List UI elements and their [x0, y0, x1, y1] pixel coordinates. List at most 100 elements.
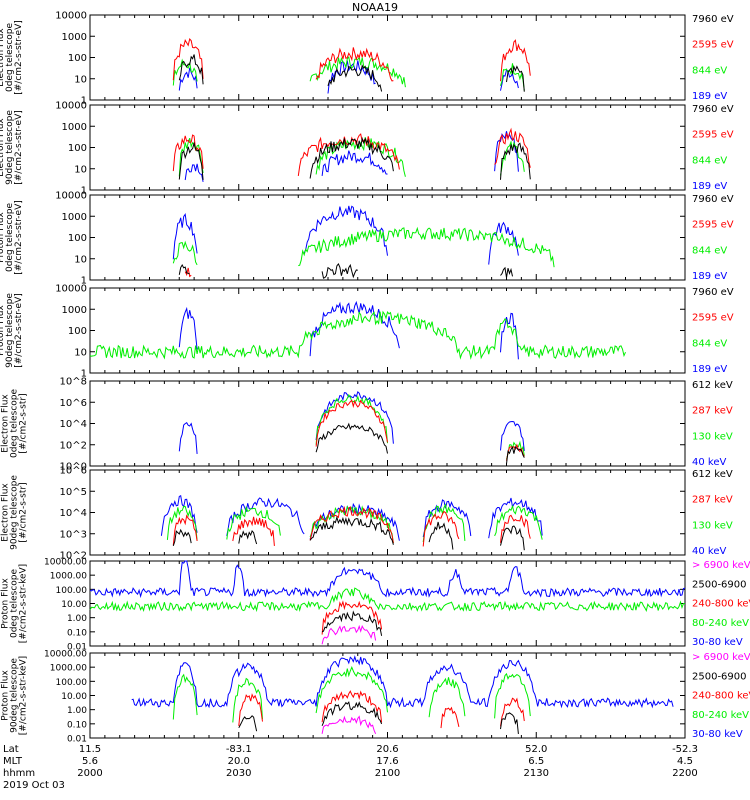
y-tick-label: 10^6 — [60, 398, 87, 409]
panel-8: 10000.00 1000.00 100.00 10.00 1.00 0.10 0.01 ME… — [0, 650, 750, 745]
y-tick-label: 10000 — [55, 101, 87, 112]
series-130-kev — [166, 503, 543, 544]
series-287-kev — [315, 399, 525, 461]
series-trace — [238, 701, 519, 734]
y-tick-label: 10 — [74, 254, 87, 265]
footer-lat-value: 11.5 — [79, 744, 101, 755]
series-844-ev — [172, 55, 525, 91]
y-axis-label-line: MEPED — [0, 588, 2, 620]
y-tick-label: 10^2 — [60, 440, 87, 451]
series-trace — [89, 310, 626, 360]
legend-entry: 189 eV — [692, 91, 727, 102]
legend-entry: > 6900 keV — [692, 560, 750, 571]
legend-entry: 2595 eV — [692, 130, 734, 141]
y-axis-label-line: 0deg telescope — [10, 389, 20, 459]
y-axis-label-line: MEPED — [0, 497, 2, 529]
series-30-80-kev — [89, 560, 686, 599]
legend-entry: 2500-6900 — [692, 579, 747, 590]
series-trace — [178, 60, 519, 94]
legend-entry: 2500-6900 — [692, 671, 747, 682]
y-axis-label: MEPEDProton Flux0deg telescope[#/cm2-s-s… — [0, 564, 29, 643]
legend-entry: 7960 eV — [692, 104, 734, 115]
footer-hhmm-value: 2000 — [77, 768, 102, 779]
footer-hhmm-value: 2200 — [672, 768, 697, 779]
footer-hhmm-value: 2030 — [226, 768, 251, 779]
legend-entry: 2595 eV — [692, 313, 734, 324]
legend-entry: 80-240 keV — [692, 710, 749, 721]
y-tick-label: 1000 — [62, 305, 87, 316]
series-trace — [172, 515, 525, 551]
series-612-kev — [172, 515, 525, 551]
series-trace — [321, 610, 383, 636]
y-axis-label: MEPEDElectron Flux0deg telescope[#/cm2-s… — [0, 389, 29, 459]
y-axis-label-line: Proton Flux — [1, 578, 11, 629]
series-189-ev — [178, 60, 519, 94]
series-844-ev — [89, 310, 626, 360]
series-trace — [131, 655, 674, 709]
series-trace — [172, 37, 531, 82]
y-axis-label-line: [#/cm2-s-str-eV] — [14, 200, 24, 275]
series-240-800-kev — [321, 600, 383, 635]
y-tick-label: 0.10 — [67, 720, 87, 730]
legend-entry: 240-800 keV — [692, 691, 750, 702]
legend-entry: 2595 eV — [692, 220, 734, 231]
series-189-ev — [178, 300, 519, 360]
y-tick-label: 100 — [68, 233, 87, 244]
panel-2: 10000 1000 100 10 1 Electron Flux90deg telesc… — [0, 101, 734, 197]
y-axis-label-line: 90deg telescope — [5, 293, 15, 368]
y-tick-label: 100.00 — [56, 586, 88, 596]
y-tick-label: 10^5 — [60, 487, 87, 498]
y-tick-label: 100 — [68, 326, 87, 337]
series-trace — [321, 624, 377, 645]
panel-frame — [89, 287, 686, 374]
series-287-kev — [172, 505, 531, 547]
series-7960-ev — [178, 136, 531, 180]
series-40-kev — [160, 494, 543, 541]
y-axis-label: MEPEDProton Flux90deg telescope[#/cm2-s-… — [0, 656, 29, 735]
series-trace — [89, 587, 686, 613]
y-axis-label-line: Electron Flux — [1, 483, 11, 542]
y-axis-label-line: Proton Flux — [0, 212, 6, 263]
footer-lat-value: 20.6 — [376, 744, 398, 755]
y-tick-label: 1.00 — [67, 706, 87, 716]
y-tick-label: 1000 — [62, 32, 87, 43]
legend-entry: 7960 eV — [692, 287, 734, 298]
y-tick-label: 10000 — [55, 191, 87, 202]
panel-6: 10^6 10^5 10^4 10^3 10^2 MEPEDElectron Flux90… — [0, 466, 733, 562]
y-axis-label-line: 90deg telescope — [10, 475, 20, 550]
footer-hhmm-value: 2130 — [524, 768, 549, 779]
y-axis-label-line: [#/cm2-s-str] — [19, 482, 29, 542]
series-trace — [166, 503, 543, 544]
series-trace — [178, 136, 531, 180]
footer-date: 2019 Oct 03 — [3, 780, 65, 791]
y-axis-label: Electron Flux0deg telescope[#/cm2-s-str-… — [0, 20, 24, 95]
series-trace — [160, 494, 543, 541]
legend-entry: 40 keV — [692, 457, 726, 468]
series-trace — [172, 127, 531, 176]
series-80-240-kev — [172, 665, 531, 723]
footer-mlt-value: 4.5 — [677, 756, 693, 767]
y-tick-label: 1 — [81, 369, 87, 380]
series-trace — [315, 399, 525, 461]
y-axis-label-line: Electron Flux — [1, 394, 11, 453]
y-tick-label: 10^4 — [60, 419, 87, 430]
series--6900-kev — [321, 624, 377, 645]
series-40-kev — [178, 390, 525, 454]
y-tick-label: 10^2 — [60, 551, 87, 562]
legend-entry: 30-80 keV — [692, 729, 743, 740]
y-axis-label: Proton Flux90deg telescope[#/cm2-s-str-e… — [0, 293, 24, 368]
series-2500-6900 — [321, 610, 383, 636]
y-axis-label-line: 0deg telescope — [5, 23, 15, 93]
series-trace — [321, 600, 383, 635]
y-axis-label-line: [#/cm2-s-str-eV] — [14, 293, 24, 368]
y-axis-label-line: [#/cm2-s-str-eV] — [14, 110, 24, 185]
y-tick-label: 10 — [74, 347, 87, 358]
y-tick-label: 0.01 — [67, 735, 87, 745]
series-844-ev — [172, 226, 555, 268]
series-trace — [184, 267, 192, 278]
footer-lat-value: 52.0 — [525, 744, 547, 755]
y-tick-label: 100.00 — [56, 678, 88, 688]
legend-entry: 189 eV — [692, 271, 727, 282]
y-tick-label: 100 — [68, 143, 87, 154]
